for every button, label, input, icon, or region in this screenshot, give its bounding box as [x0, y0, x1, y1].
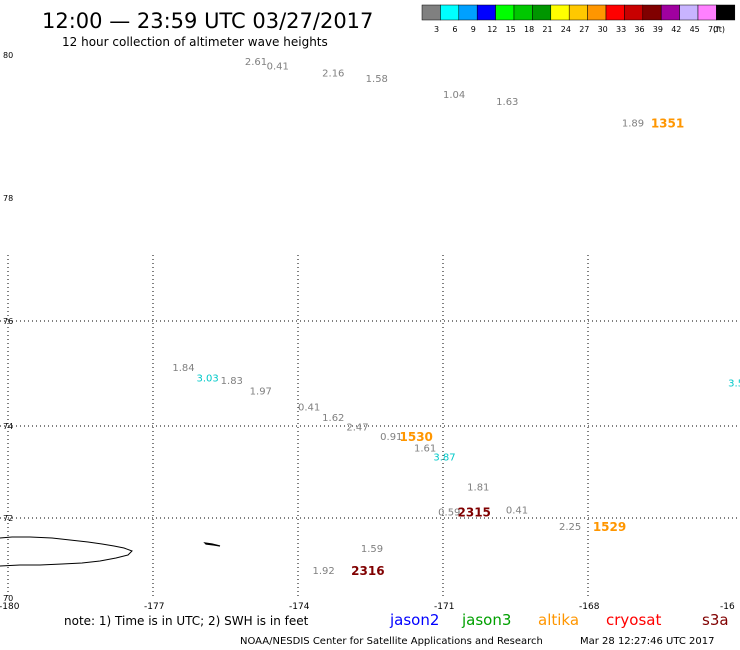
legend-swatch	[660, 4, 680, 21]
legend-swatch	[568, 4, 588, 21]
legend-swatch	[440, 4, 460, 21]
latitude-label: 70	[3, 594, 13, 603]
wave-height-value: 0.41	[298, 402, 320, 413]
legend-swatch	[605, 4, 625, 21]
wave-height-value: 3.03	[197, 373, 219, 384]
wave-height-value: 1.97	[250, 387, 272, 398]
mission-label-cryosat: cryosat	[606, 611, 661, 629]
latitude-label: 76	[3, 317, 13, 326]
legend-label: 3	[434, 25, 439, 34]
legend-label: 36	[634, 25, 644, 34]
map-title: 12:00 — 23:59 UTC 03/27/2017	[42, 9, 373, 33]
mission-label-s3a: s3a	[702, 611, 729, 629]
legend-label: 27	[579, 25, 589, 34]
wave-height-value: 1.04	[443, 90, 465, 101]
wave-height-value: 2.47	[346, 423, 368, 434]
legend-label: 9	[471, 25, 476, 34]
pass-time-label: 1530	[400, 430, 433, 444]
units-note: note: 1) Time is in UTC; 2) SWH is in fe…	[64, 614, 309, 628]
latitude-label: 72	[3, 514, 13, 523]
satellite-pass-labels: 1351 1530 2315 1529 2316	[351, 117, 684, 579]
mission-label-jason3: jason3	[461, 611, 511, 629]
longitude-label: -180	[0, 602, 20, 612]
legend-swatch	[532, 4, 552, 21]
wave-height-legend: 3 6 9 12 15 18 21 24 27 30 33 36 39 42 45 70	[421, 4, 736, 34]
latitude-label: 74	[3, 422, 13, 431]
legend-swatch	[679, 4, 699, 21]
latitude-label: 78	[3, 194, 13, 203]
longitude-label: -168	[579, 602, 600, 612]
wrangel-island-coastline	[0, 536, 133, 567]
legend-swatch	[550, 4, 570, 21]
legend-label: 45	[690, 25, 700, 34]
wave-height-value: 1.62	[322, 413, 344, 424]
mission-legend: jason2 jason3 altika cryosat s3a	[389, 611, 729, 629]
legend-label: 39	[653, 25, 663, 34]
legend-label: 33	[616, 25, 626, 34]
pass-time-label: 2316	[351, 564, 384, 578]
wave-height-value: 1.61	[414, 443, 436, 454]
legend-swatch	[716, 4, 736, 21]
longitude-label: -16	[720, 602, 735, 612]
wave-height-value: 3.87	[433, 453, 455, 464]
timestamp-text: Mar 28 12:27:46 UTC 2017	[580, 636, 715, 647]
legend-swatch	[476, 4, 496, 21]
legend-label: 21	[542, 25, 552, 34]
legend-label: 30	[598, 25, 608, 34]
mission-label-altika: altika	[538, 611, 579, 629]
legend-label: 24	[561, 25, 571, 34]
wave-height-value: 1.84	[172, 363, 194, 374]
legend-label: 18	[524, 25, 534, 34]
longitude-label: -177	[144, 602, 164, 612]
pass-time-label: 2315	[458, 506, 491, 520]
latitude-labels: 80 78 76 74 72 70	[3, 51, 13, 603]
wave-height-value: 1.63	[496, 97, 518, 108]
wave-height-value: 1.92	[313, 566, 335, 577]
legend-unit: (ft)	[713, 25, 725, 34]
legend-label: 15	[506, 25, 516, 34]
legend-label: 70	[708, 25, 718, 34]
latitude-label: 80	[3, 51, 13, 60]
wave-height-value: 1.83	[221, 376, 243, 387]
wave-height-value: 1.59	[361, 544, 383, 555]
legend-label: 6	[452, 25, 457, 34]
mission-label-jason2: jason2	[389, 611, 439, 629]
islet-coastline	[203, 542, 221, 547]
wave-height-value: 2.16	[322, 68, 344, 79]
wave-height-value: 2.25	[559, 522, 581, 533]
wave-height-value: 0.41	[506, 505, 528, 516]
legend-swatch	[642, 4, 662, 21]
legend-swatch	[624, 4, 644, 21]
wave-height-value: 0.59	[438, 508, 460, 519]
legend-swatch	[513, 4, 533, 21]
pass-time-label: 1529	[593, 520, 626, 534]
wave-height-value: 3.5	[728, 379, 740, 390]
credit-text: NOAA/NESDIS Center for Satellite Applica…	[240, 636, 543, 647]
wave-height-value: 1.81	[467, 482, 489, 493]
wave-height-value: 1.89	[622, 119, 644, 130]
legend-label: 12	[487, 25, 497, 34]
map-subtitle: 12 hour collection of altimeter wave hei…	[62, 35, 328, 49]
legend-swatch	[495, 4, 515, 21]
wave-height-value: 1.58	[366, 74, 388, 85]
wave-height-value: 0.41	[267, 61, 289, 72]
legend-swatch	[421, 4, 441, 21]
legend-swatch	[587, 4, 607, 21]
longitude-label: -174	[289, 602, 310, 612]
legend-label: 42	[671, 25, 681, 34]
wave-height-observations: 2.61 0.412.161.581.041.631.891.843.03 1.83…	[172, 57, 740, 577]
longitude-label: -171	[434, 602, 454, 612]
longitude-labels: -180 -177 -174 -171 -168 -16	[0, 602, 735, 612]
legend-swatch	[458, 4, 478, 21]
legend-swatch	[697, 4, 717, 21]
pass-time-label: 1351	[651, 117, 684, 131]
wave-height-value: 0.91	[380, 432, 402, 443]
wave-height-value: 2.61	[245, 57, 267, 68]
lat-lon-grid	[0, 255, 740, 598]
